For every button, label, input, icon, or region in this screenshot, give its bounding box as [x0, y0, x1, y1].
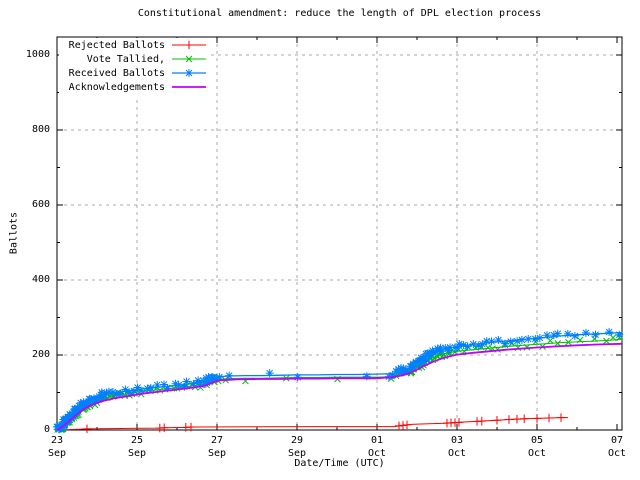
legend: Rejected Ballots Vote Tallied, Received Ba… [59, 38, 210, 94]
y-tick-label: 0 [43, 424, 50, 435]
legend-item-vote-tallied: Vote Tallied, [59, 52, 208, 66]
legend-item-received-ballots: Received Ballots [59, 66, 208, 80]
series-markers-rejected-ballots [82, 413, 566, 434]
legend-swatch-acknowledgements [172, 86, 206, 88]
x-tick-label: 05 Oct [527, 435, 547, 459]
x-tick-label: 29 Sep [287, 435, 307, 459]
x-tick-label: 25 Sep [127, 435, 147, 459]
legend-label-rejected-ballots: Rejected Ballots [68, 39, 165, 51]
x-tick-label: 27 Sep [207, 435, 227, 459]
y-tick-label: 200 [31, 349, 50, 360]
y-tick-label: 600 [31, 199, 50, 210]
legend-swatch-received-ballots [172, 69, 206, 77]
legend-item-rejected-ballots: Rejected Ballots [59, 38, 208, 52]
x-tick-label: 03 Oct [447, 435, 467, 459]
series-line-rejected-ballots [56, 417, 569, 431]
legend-label-vote-tallied: Vote Tallied, [86, 53, 165, 65]
series-markers-received-ballots [52, 327, 624, 434]
legend-swatch-rejected-ballots [172, 40, 206, 50]
chart-title: Constitutional amendment: reduce the len… [137, 8, 542, 19]
y-tick-label: 400 [31, 274, 50, 285]
x-tick-label: 23 Sep [47, 435, 67, 459]
y-tick-label: 1000 [25, 49, 50, 60]
x-tick-label: 01 Oct [367, 435, 387, 459]
legend-label-received-ballots: Received Ballots [68, 67, 165, 79]
legend-swatch-vote-tallied [172, 55, 206, 63]
x-tick-label: 07 Oct [607, 435, 627, 459]
legend-label-acknowledgements: Acknowledgements [68, 81, 165, 93]
series-line-acknowledgements [56, 342, 622, 431]
plot-border [56, 36, 623, 431]
y-tick-label: 800 [31, 124, 50, 135]
legend-item-acknowledgements: Acknowledgements [59, 80, 208, 94]
x-axis-title: Date/Time (UTC) [294, 458, 385, 469]
